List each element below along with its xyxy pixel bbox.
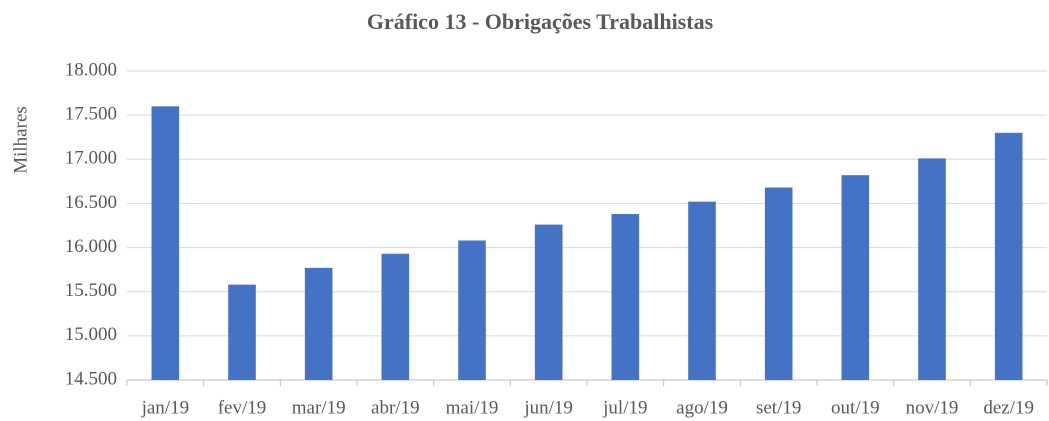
x-tick-label: mai/19 xyxy=(446,397,499,418)
x-tick-label: jan/19 xyxy=(141,397,190,418)
y-axis-label: Milhares xyxy=(10,106,31,174)
x-tick-label: set/19 xyxy=(756,397,801,418)
y-tick-label: 16.000 xyxy=(65,236,117,257)
y-tick-label: 16.500 xyxy=(65,192,117,213)
bar xyxy=(994,132,1023,380)
x-tick-label: abr/19 xyxy=(371,397,420,418)
bar xyxy=(841,175,870,380)
bar xyxy=(458,240,486,380)
x-tick-label: dez/19 xyxy=(983,397,1034,418)
y-tick-label: 17.500 xyxy=(65,104,117,125)
x-tick-label: ago/19 xyxy=(676,397,728,418)
bar xyxy=(688,201,716,380)
y-tick-label: 17.000 xyxy=(65,148,117,169)
x-tick-label: jul/19 xyxy=(602,397,647,418)
bar xyxy=(304,267,333,380)
x-tick-label: out/19 xyxy=(831,397,880,418)
bar xyxy=(151,106,180,381)
x-tick-label: mar/19 xyxy=(292,397,346,418)
chart-title: Gráfico 13 - Obrigações Trabalhistas xyxy=(367,9,714,34)
y-tick-label: 18.000 xyxy=(65,59,117,80)
bar xyxy=(764,187,793,380)
bar xyxy=(611,214,640,380)
y-tick-label: 15.500 xyxy=(65,280,117,301)
bar xyxy=(228,284,256,380)
bar xyxy=(918,158,946,380)
x-tick-label: fev/19 xyxy=(218,397,267,418)
bar xyxy=(534,224,563,380)
x-tick-label: nov/19 xyxy=(906,397,959,418)
y-tick-label: 15.000 xyxy=(65,324,117,345)
bar xyxy=(381,253,410,380)
x-tick-label: jun/19 xyxy=(523,397,573,418)
y-tick-label: 14.500 xyxy=(65,368,117,389)
